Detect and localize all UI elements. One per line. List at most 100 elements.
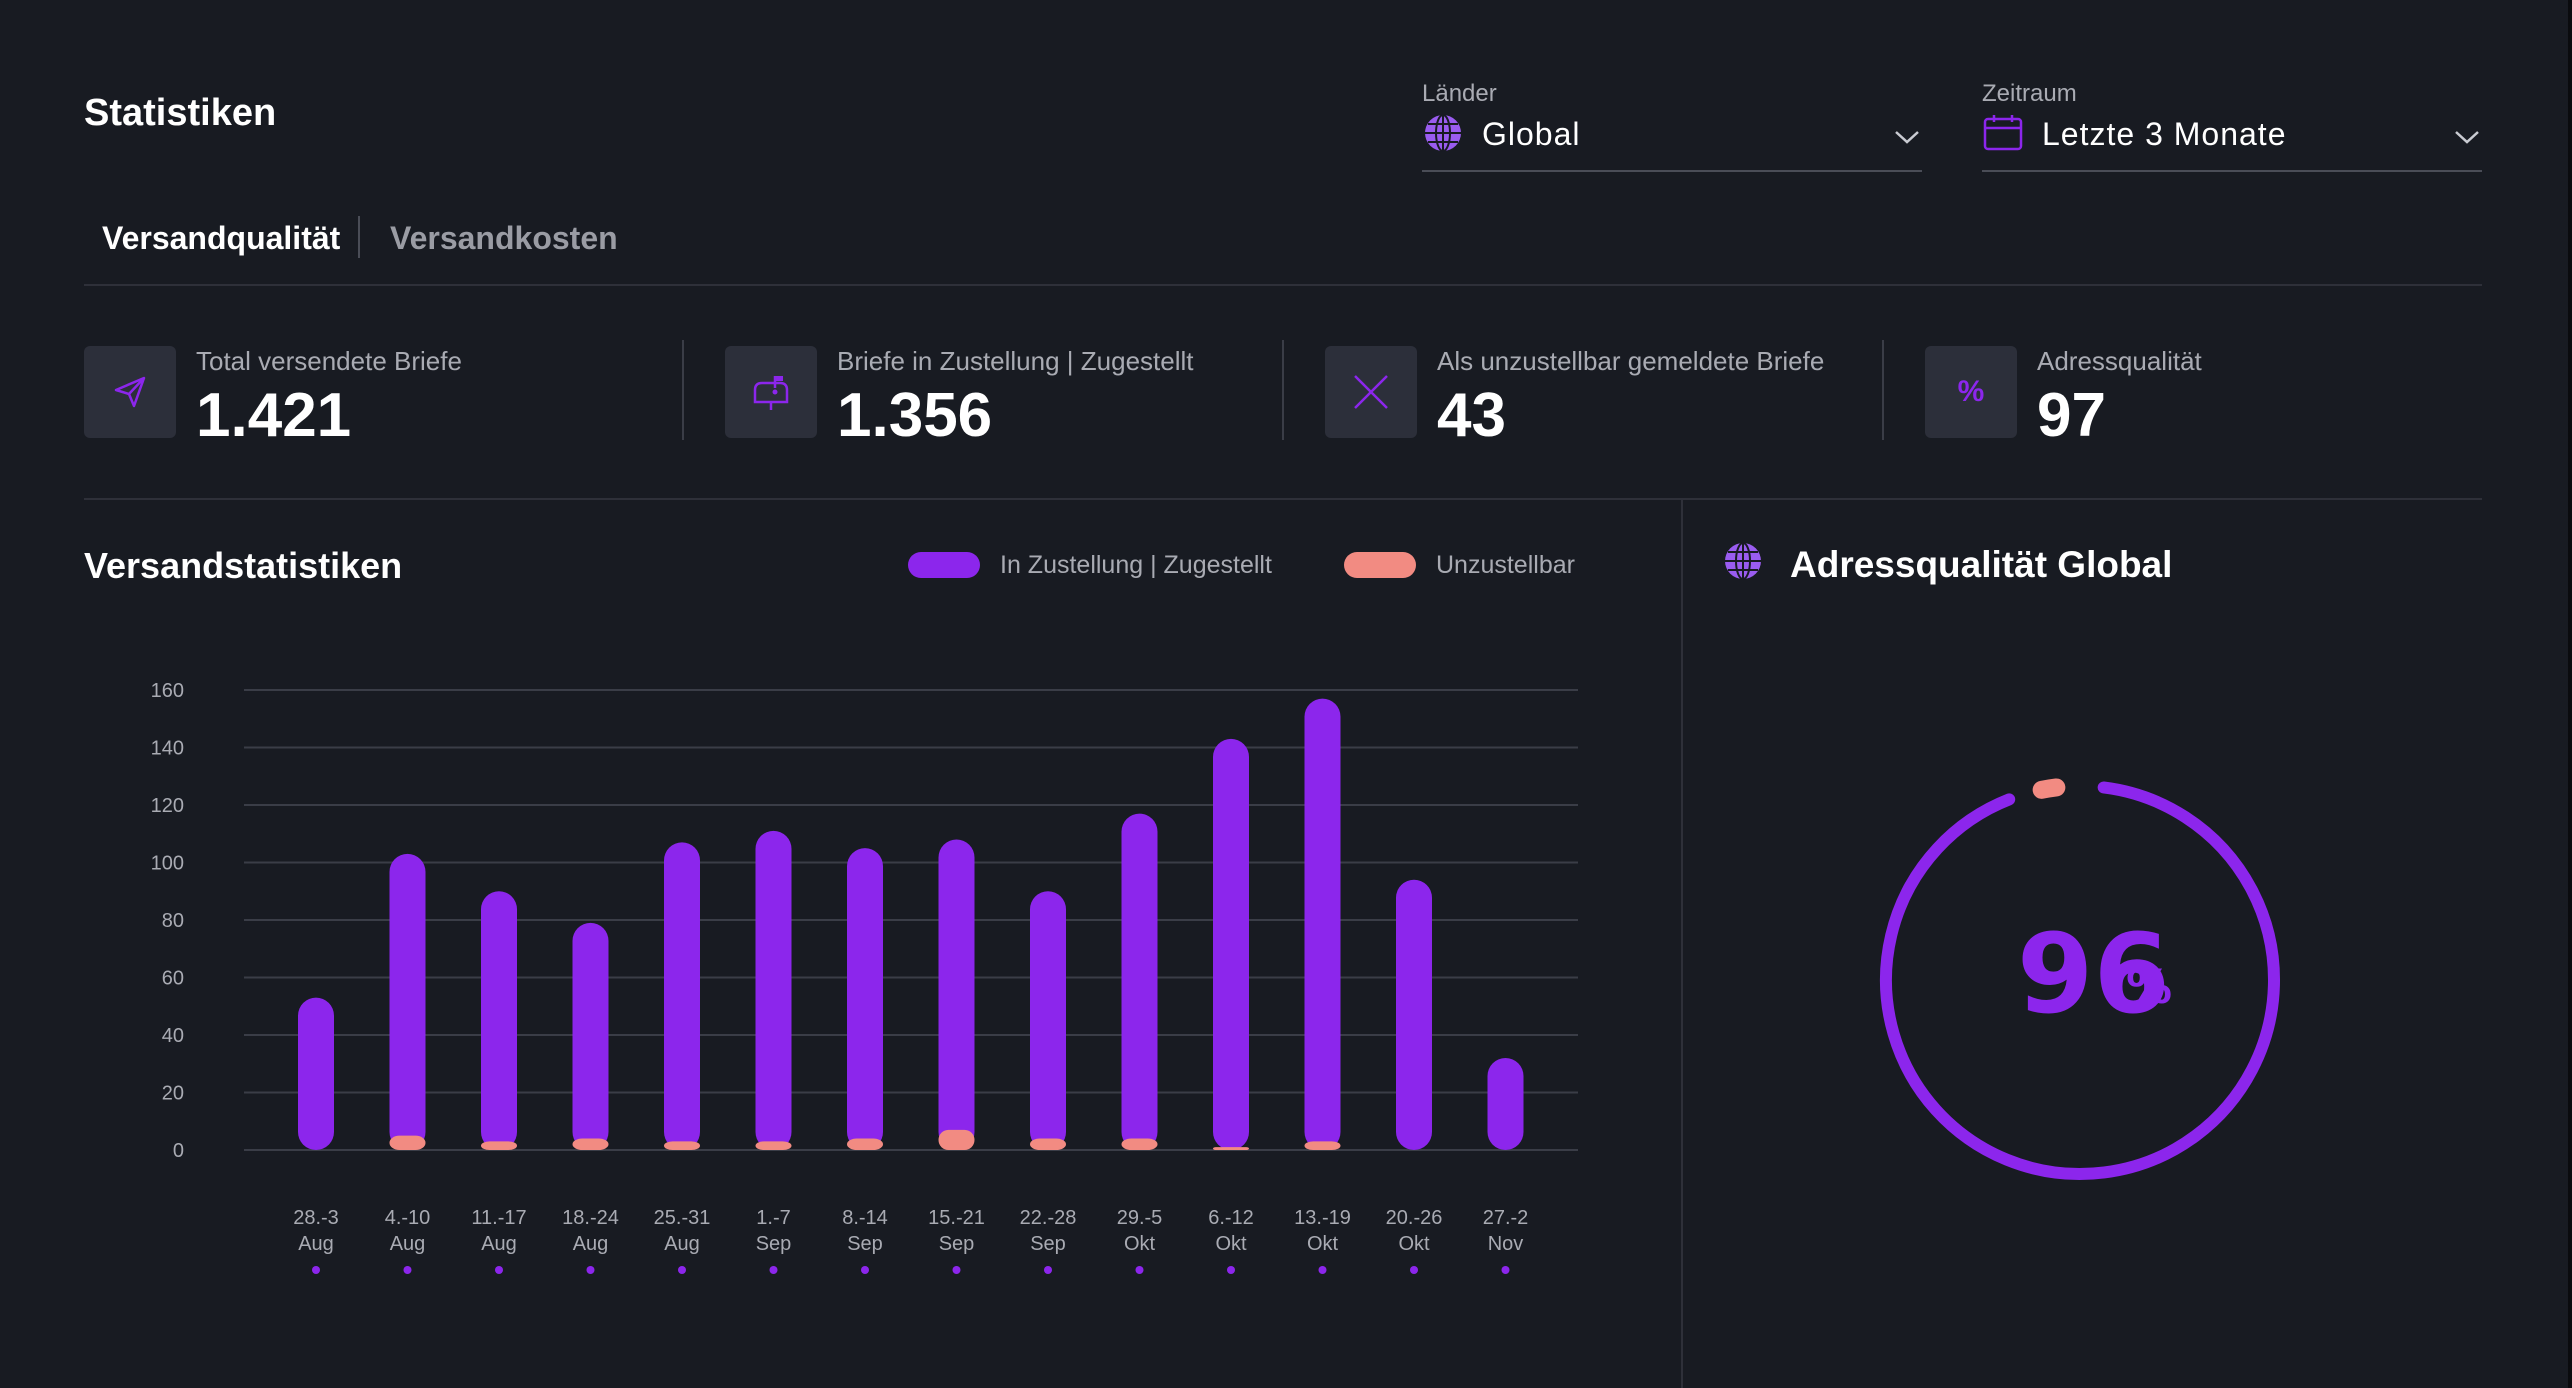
bar-delivered — [1213, 738, 1249, 1150]
x-tick-dot — [1044, 1266, 1052, 1274]
address-quality-donut — [1880, 778, 2280, 1180]
donut-value: 96 — [2016, 910, 2170, 1038]
period-select-value: Letzte 3 Monate — [2042, 116, 2287, 152]
x-tick-label-month: Sep — [1030, 1233, 1066, 1255]
bar-undeliverable — [847, 1138, 883, 1150]
countries-select[interactable]: Länder Global — [1422, 80, 1922, 172]
kpi-icon-box: % — [1925, 346, 2017, 438]
chevron-down-icon — [1895, 131, 1919, 144]
x-tick-dot — [1227, 1266, 1235, 1274]
x-tick-label: 28.-3 — [293, 1207, 339, 1229]
legend-swatch — [908, 552, 980, 578]
kpi-label: Als unzustellbar gemeldete Briefe — [1437, 346, 1825, 376]
kpi-icon-box — [725, 346, 817, 438]
bar-delivered — [1121, 813, 1158, 1150]
section-divider — [1681, 500, 1683, 1388]
tab-separator — [358, 216, 360, 258]
mailbox-icon — [753, 376, 789, 410]
chevron-down-icon — [2455, 131, 2479, 144]
x-tick-label-month: Sep — [847, 1233, 883, 1255]
x-tick-label: 1.-7 — [756, 1207, 790, 1229]
x-tick-dot — [403, 1266, 412, 1274]
x-tick-label: 27.-2 — [1483, 1207, 1529, 1229]
bar-undeliverable — [664, 1141, 700, 1150]
countries-select-value: Global — [1482, 116, 1581, 152]
x-tick-dot — [1318, 1266, 1327, 1274]
bar-undeliverable — [1030, 1138, 1066, 1150]
percent-icon: % — [1958, 375, 1985, 408]
tab-versandkosten[interactable]: Versandkosten — [390, 220, 618, 256]
send-icon — [114, 376, 146, 408]
bar-delivered — [1304, 698, 1341, 1150]
x-tick-label-month: Okt — [1215, 1233, 1247, 1255]
x-tick-label: 4.-10 — [385, 1207, 431, 1229]
x-tick-label-month: Nov — [1488, 1233, 1524, 1255]
x-tick-label-month: Aug — [298, 1233, 334, 1255]
bar-delivered — [572, 922, 609, 1150]
bar-undeliverable — [938, 1129, 975, 1150]
kpi-icon-box — [84, 346, 176, 438]
legend-label: In Zustellung | Zugestellt — [1000, 550, 1272, 579]
x-tick-label: 18.-24 — [562, 1207, 619, 1229]
y-tick-label: 60 — [162, 968, 184, 990]
bar-undeliverable — [1213, 1147, 1249, 1150]
x-tick-label-month: Sep — [939, 1233, 975, 1255]
tab-versandqualitaet[interactable]: Versandqualität — [102, 220, 341, 256]
x-tick-label: 11.-17 — [471, 1207, 526, 1229]
period-select[interactable]: Zeitraum Letzte 3 Monate — [1982, 80, 2482, 172]
globe-icon — [1425, 114, 1461, 152]
bar-undeliverable — [1121, 1138, 1158, 1150]
x-tick-label-month: Aug — [573, 1233, 609, 1255]
bar-delivered — [938, 839, 975, 1150]
legend-swatch — [1344, 552, 1416, 578]
x-tick-label: 13.-19 — [1294, 1207, 1351, 1229]
x-tick-label-month: Sep — [756, 1233, 792, 1255]
kpi-divider — [1882, 340, 1884, 440]
countries-select-label: Länder — [1422, 80, 1497, 107]
bar-delivered — [755, 830, 792, 1150]
bar-undeliverable — [572, 1138, 609, 1150]
window-edge — [2568, 0, 2572, 1388]
x-tick-label: 25.-31 — [654, 1207, 711, 1229]
y-tick-label: 120 — [151, 795, 184, 817]
kpi-label: Adressqualität — [2037, 346, 2202, 376]
x-tick-label-month: Aug — [390, 1233, 426, 1255]
kpi-divider — [1282, 340, 1284, 440]
x-tick-dot — [1410, 1266, 1418, 1274]
x-tick-label: 22.-28 — [1020, 1207, 1077, 1229]
kpi-label: Briefe in Zustellung | Zugestellt — [837, 346, 1194, 376]
shipping-bar-chart: 0 20 40 60 80 100 120 140 160 28.-3 Aug 4.-10 Aug 11.… — [151, 680, 1578, 1274]
x-tick-dot — [1501, 1266, 1510, 1274]
calendar-icon — [1983, 115, 2023, 151]
x-tick-dot — [1135, 1266, 1144, 1274]
legend-label: Unzustellbar — [1436, 550, 1575, 579]
x-tick-label: 8.-14 — [842, 1207, 888, 1229]
legend-item-undeliverable: Unzustellbar — [1344, 548, 1575, 582]
x-tick-label: 29.-5 — [1117, 1207, 1163, 1229]
x-tick-dot — [312, 1266, 320, 1274]
donut-arc-undeliverable — [2032, 778, 2066, 799]
kpi-divider — [682, 340, 684, 440]
kpi-row: Total versendete Briefe 1.421 Briefe in … — [84, 340, 2482, 500]
kpi-value: 1.421 — [196, 381, 352, 450]
bar-delivered — [1030, 891, 1066, 1150]
donut-arc-delivered — [1880, 781, 2280, 1180]
y-tick-label: 80 — [162, 910, 184, 932]
x-tick-label-month: Okt — [1124, 1233, 1156, 1255]
y-tick-label: 160 — [151, 680, 184, 702]
bar-delivered — [664, 842, 700, 1150]
kpi-value: 1.356 — [837, 381, 993, 450]
bar-undeliverable — [1304, 1141, 1341, 1150]
x-tick-label: 15.-21 — [928, 1207, 985, 1229]
kpi-icon-box — [1325, 346, 1417, 438]
svg-text:%: % — [1958, 375, 1985, 408]
legend-item-delivered: In Zustellung | Zugestellt — [908, 548, 1272, 582]
kpi-label: Total versendete Briefe — [196, 346, 462, 376]
x-tick-label-month: Okt — [1398, 1233, 1430, 1255]
donut-unit: % — [2126, 960, 2173, 1014]
bar-delivered — [298, 997, 334, 1150]
bar-undeliverable — [755, 1141, 792, 1150]
x-tick-dot — [861, 1266, 869, 1274]
page-title: Statistiken — [84, 92, 277, 134]
y-tick-label: 40 — [162, 1025, 184, 1047]
